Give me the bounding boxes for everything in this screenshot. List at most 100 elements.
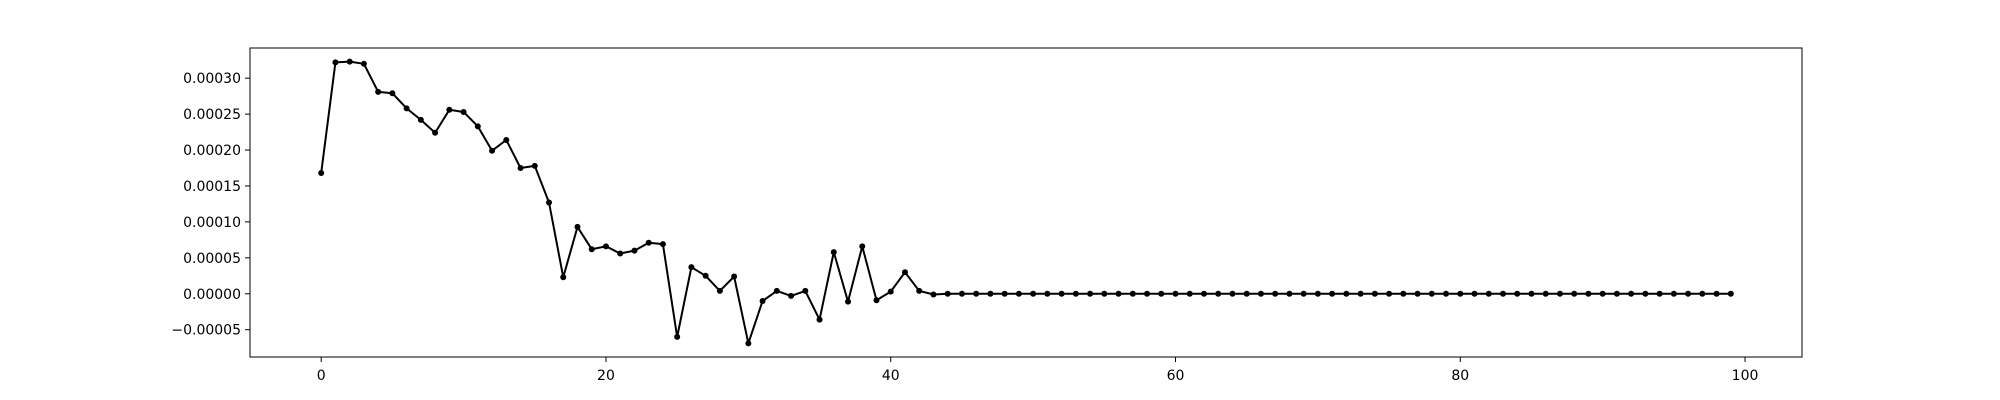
data-point [716, 287, 723, 294]
y-tick-label: −0.00005 [171, 323, 241, 339]
data-point [517, 165, 524, 172]
axes: 0 20 40 60 80 100 −0.00005 0.00000 0.00005 0.0001… [171, 71, 1758, 384]
data-point [674, 333, 681, 340]
data-point [360, 60, 367, 67]
y-tick-label: 0.00000 [183, 287, 241, 303]
plot-frame [249, 47, 1803, 358]
data-point [845, 298, 852, 305]
data-point [432, 129, 439, 136]
data-point [1656, 290, 1663, 297]
series-line [320, 60, 1731, 345]
data-point [1713, 290, 1720, 297]
data-point [1628, 290, 1635, 297]
data-point [1428, 290, 1435, 297]
data-point [958, 290, 965, 297]
data-point [531, 162, 538, 169]
data-point [1058, 290, 1065, 297]
data-point [731, 273, 738, 280]
data-point [1286, 290, 1293, 297]
data-point [1699, 290, 1706, 297]
data-point [1585, 290, 1592, 297]
data-point [645, 239, 652, 246]
data-point [1485, 290, 1492, 297]
data-point [1001, 290, 1008, 297]
data-point [887, 288, 894, 295]
data-point [1087, 290, 1094, 297]
data-point [474, 123, 481, 130]
data-point [602, 243, 609, 250]
data-point [745, 340, 752, 347]
data-point [1457, 290, 1464, 297]
data-point [1044, 290, 1051, 297]
data-point [973, 290, 980, 297]
data-point [1115, 290, 1122, 297]
data-point [702, 272, 709, 279]
y-tick-label: 0.00015 [183, 179, 241, 195]
data-point [546, 199, 553, 206]
data-point [346, 58, 353, 65]
data-point [489, 147, 496, 154]
data-point [1272, 290, 1279, 297]
x-tick-label: 40 [882, 368, 900, 384]
data-point [1727, 290, 1734, 297]
data-point [1229, 290, 1236, 297]
data-point [1514, 290, 1521, 297]
y-tick-label: 0.00030 [183, 71, 241, 87]
y-tick-label: 0.00020 [183, 143, 241, 159]
data-point [1300, 290, 1307, 297]
x-tick-label: 80 [1451, 368, 1469, 384]
data-point [1172, 290, 1179, 297]
data-point [446, 106, 453, 113]
data-point [1129, 290, 1136, 297]
data-point [859, 243, 866, 250]
data-point [318, 170, 325, 177]
data-point [930, 291, 937, 298]
plot-area [318, 58, 1734, 347]
data-point [460, 108, 467, 115]
data-point [987, 290, 994, 297]
data-point [901, 269, 908, 276]
data-point [1528, 290, 1535, 297]
data-point [1343, 290, 1350, 297]
data-point [1414, 290, 1421, 297]
y-tick-label: 0.00025 [183, 107, 241, 123]
data-point [617, 250, 624, 257]
data-point [1257, 290, 1264, 297]
data-point [588, 246, 595, 253]
x-tick-label: 0 [317, 368, 326, 384]
data-point [1144, 290, 1151, 297]
data-point [560, 274, 567, 281]
data-point [830, 249, 837, 256]
x-tick-label: 100 [1732, 368, 1759, 384]
data-point [1158, 290, 1165, 297]
data-point [1685, 290, 1692, 297]
data-point [688, 264, 695, 271]
data-point [375, 88, 382, 95]
data-point [1642, 290, 1649, 297]
data-point [332, 59, 339, 66]
data-point [1499, 290, 1506, 297]
data-point [1443, 290, 1450, 297]
data-point [1314, 290, 1321, 297]
data-point [916, 287, 923, 294]
data-point [1571, 290, 1578, 297]
data-point [417, 116, 424, 123]
data-point [1371, 290, 1378, 297]
data-point [631, 247, 638, 254]
data-point [1357, 290, 1364, 297]
data-point [1243, 290, 1250, 297]
data-point [816, 316, 823, 323]
data-point [759, 297, 766, 304]
data-point [1613, 290, 1620, 297]
data-point [788, 292, 795, 299]
data-point [1072, 290, 1079, 297]
data-point [944, 290, 951, 297]
data-point [1200, 290, 1207, 297]
data-point [1556, 290, 1563, 297]
y-tick-label: 0.00005 [183, 251, 241, 267]
data-point [1400, 290, 1407, 297]
data-point [403, 105, 410, 112]
data-point [1101, 290, 1108, 297]
